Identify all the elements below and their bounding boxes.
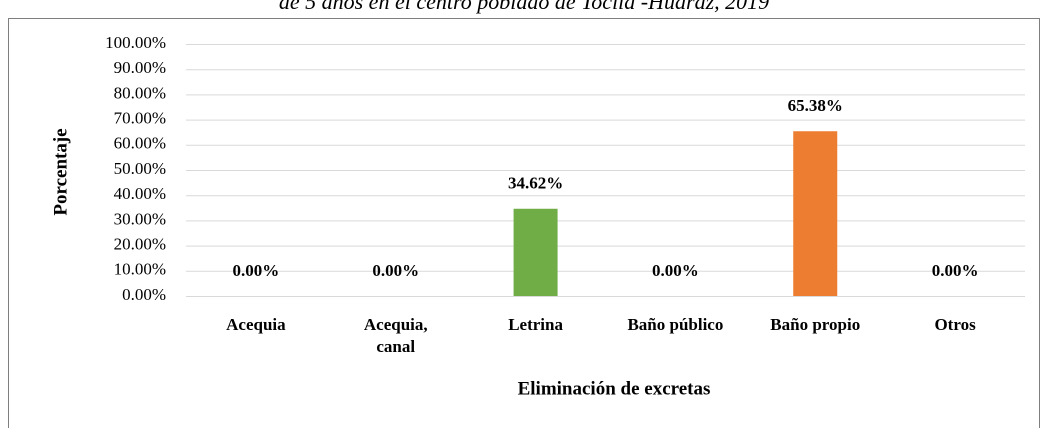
chart-title: de 5 años en el centro poblado de Toclla… [279, 0, 769, 14]
y-tick-label: 80.00% [114, 83, 166, 102]
x-tick-label: Acequia [226, 315, 286, 334]
x-tick-label: Otros [934, 315, 976, 334]
x-tick-label: Acequia, canal [363, 315, 428, 356]
y-tick-label: 90.00% [114, 58, 166, 77]
x-axis-title: Eliminación de excretas [518, 378, 711, 399]
y-tick-label: 60.00% [114, 134, 166, 153]
data-label: 0.00% [372, 261, 419, 280]
y-tick-label: 10.00% [114, 260, 166, 279]
y-tick-label: 50.00% [114, 159, 166, 178]
data-label: 65.38% [788, 96, 843, 115]
data-label: 0.00% [233, 261, 280, 280]
y-tick-label: 40.00% [114, 184, 166, 203]
x-tick-label: Baño propio [770, 315, 861, 334]
data-label: 0.00% [652, 261, 699, 280]
data-label: 0.00% [932, 261, 979, 280]
chart-frame [8, 18, 1040, 428]
x-tick-label: Baño público [627, 315, 724, 334]
y-tick-label: 0.00% [122, 285, 166, 304]
y-axis-title: Porcentaje [50, 128, 71, 215]
y-tick-label: 70.00% [114, 109, 166, 128]
y-tick-label: 100.00% [105, 33, 166, 52]
data-label: 34.62% [508, 174, 563, 193]
x-tick-label: Letrina [508, 315, 563, 334]
y-tick-label: 20.00% [114, 235, 166, 254]
bar [793, 131, 838, 296]
bar [513, 208, 558, 296]
y-tick-label: 30.00% [114, 209, 166, 228]
